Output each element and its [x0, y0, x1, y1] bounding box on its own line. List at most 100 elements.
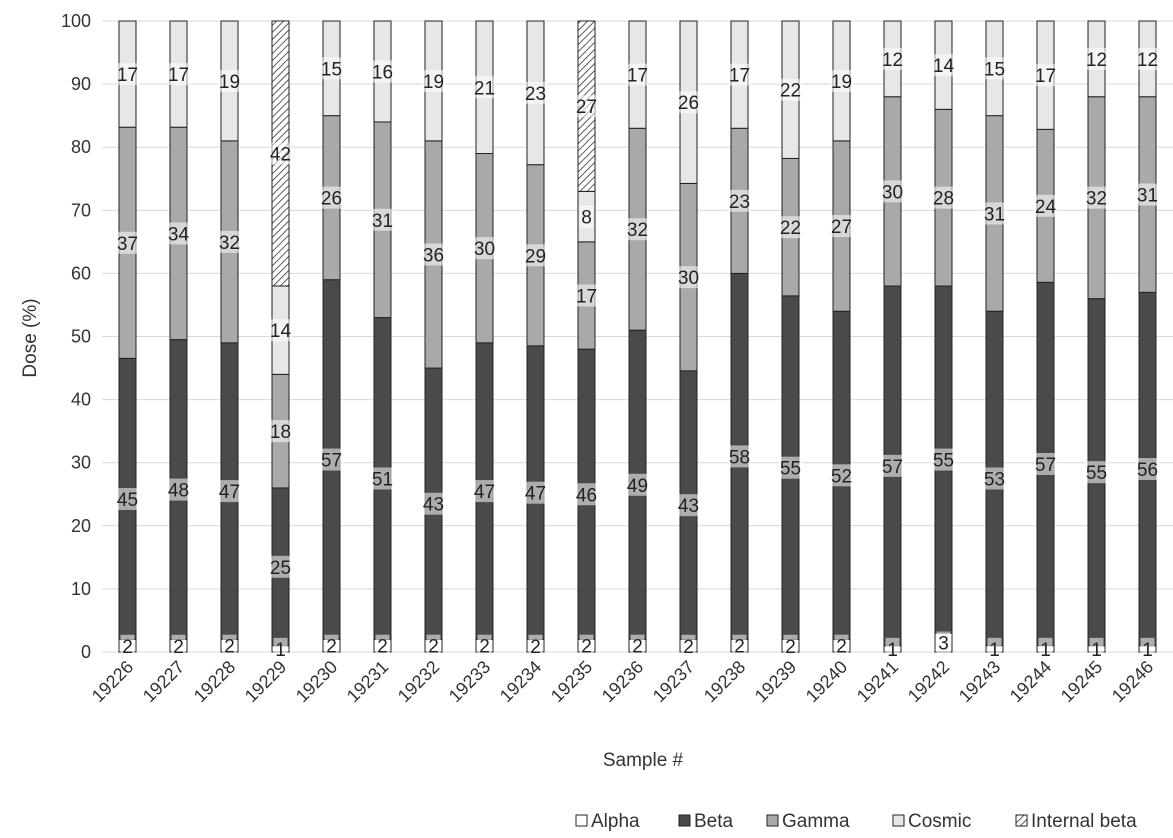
data-label: 1	[275, 640, 286, 661]
data-label: 2	[836, 637, 847, 658]
data-label-background	[829, 464, 854, 487]
data-label: 23	[729, 192, 750, 213]
data-label: 31	[1137, 186, 1158, 207]
x-axis-tick-labels: 19226 19227 19228 19229 19230 19231 19232 19233…	[88, 657, 1158, 707]
y-tick-label: 30	[71, 453, 91, 473]
data-label: 26	[321, 189, 342, 210]
data-label: 2	[479, 637, 490, 658]
data-label: 2	[224, 637, 235, 658]
legend-item-alpha: Alpha	[575, 811, 640, 832]
data-label: 51	[372, 469, 393, 490]
data-label-background	[732, 634, 747, 657]
data-label: 58	[729, 447, 750, 468]
data-label-background	[120, 634, 135, 657]
data-label-background	[829, 215, 854, 238]
data-label-background	[829, 69, 854, 92]
data-label-background	[834, 634, 849, 657]
data-label: 2	[377, 637, 388, 658]
y-tick-label: 50	[71, 327, 91, 347]
data-label: 2	[122, 637, 133, 658]
data-label: 22	[780, 218, 801, 239]
x-tick-label: 19232	[394, 657, 444, 707]
data-label: 32	[1086, 189, 1107, 210]
data-label: 2	[683, 637, 694, 658]
data-label-background	[268, 319, 293, 342]
data-label: 17	[729, 66, 750, 87]
data-label: 19	[423, 72, 444, 93]
data-label-background	[880, 180, 905, 203]
data-label: 1	[1040, 640, 1051, 661]
data-label-background	[421, 243, 446, 266]
data-label: 2	[326, 637, 337, 658]
data-label: 17	[168, 65, 189, 86]
data-label: 46	[576, 485, 597, 506]
data-label: 52	[831, 466, 852, 487]
data-label: 30	[474, 239, 495, 260]
x-tick-label: 19242	[904, 657, 954, 707]
legend-item-internal-beta: Internal beta	[1015, 811, 1137, 832]
data-label-background	[1033, 64, 1058, 87]
y-tick-label: 70	[71, 200, 91, 220]
data-label-background	[217, 480, 242, 503]
data-label: 42	[270, 145, 291, 166]
data-label: 47	[525, 484, 546, 505]
data-label-background	[931, 54, 956, 77]
data-label: 3	[938, 634, 949, 655]
x-tick-label: 19233	[445, 657, 495, 707]
data-label-background	[1038, 637, 1053, 660]
data-label-background	[1135, 47, 1160, 70]
data-label-background	[523, 481, 548, 504]
data-label-background	[1135, 458, 1160, 481]
legend: Alpha Beta Gamma Cosmic Internal beta	[575, 811, 1137, 832]
y-tick-label: 40	[71, 390, 91, 410]
data-label-background	[727, 189, 752, 212]
data-label: 36	[423, 245, 444, 266]
data-label: 21	[474, 78, 495, 99]
data-label: 12	[1137, 50, 1158, 71]
data-label-background	[625, 218, 650, 241]
x-tick-label: 19237	[649, 657, 699, 707]
data-label-background	[115, 231, 140, 254]
data-label-background	[676, 91, 701, 114]
legend-label: Internal beta	[1031, 811, 1137, 832]
data-label: 47	[474, 482, 495, 503]
x-tick-label: 19235	[547, 657, 597, 707]
data-label: 27	[831, 217, 852, 238]
data-label: 2	[734, 637, 745, 658]
data-label: 2	[173, 637, 184, 658]
x-tick-label: 19243	[955, 657, 1005, 707]
data-label: 1	[887, 640, 898, 661]
data-label-background	[217, 69, 242, 92]
data-label-background	[1084, 186, 1109, 209]
data-label: 2	[785, 637, 796, 658]
data-label: 57	[1035, 455, 1056, 476]
data-label-background	[1135, 183, 1160, 206]
legend-label: Beta	[694, 811, 734, 832]
data-label-background	[324, 634, 339, 657]
data-label: 48	[168, 481, 189, 502]
data-label-background	[1084, 461, 1109, 484]
data-label-background	[472, 76, 497, 99]
data-label-background	[370, 467, 395, 490]
data-label: 1	[1142, 640, 1153, 661]
data-label: 12	[882, 50, 903, 71]
data-label-background	[778, 216, 803, 239]
data-label-background	[987, 637, 1002, 660]
data-label: 17	[627, 66, 648, 87]
legend-item-cosmic: Cosmic	[892, 811, 971, 832]
y-axis-tick-labels: 0 10 20 30 40 50 60 70 80 90 100	[61, 11, 91, 662]
data-label: 43	[678, 496, 699, 517]
data-label-background	[171, 634, 186, 657]
data-label-background	[982, 57, 1007, 80]
x-tick-label: 19244	[1006, 657, 1056, 707]
data-label: 14	[270, 321, 292, 342]
data-label: 24	[1035, 197, 1057, 218]
data-label-background	[115, 63, 140, 86]
data-label: 30	[882, 182, 903, 203]
x-axis-label: Sample #	[603, 750, 684, 771]
data-label-background	[579, 205, 594, 228]
data-label-background	[523, 81, 548, 104]
data-label: 32	[627, 220, 648, 241]
data-label-background	[574, 95, 599, 118]
